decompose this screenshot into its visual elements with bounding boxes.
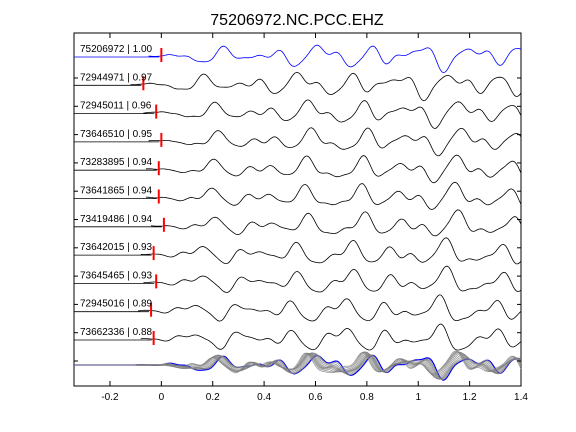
trace-label-7: 73642015 | 0.93 bbox=[80, 242, 153, 253]
trace-label-group: 75206972 | 1.00 72944971 | 0.97 72945011 |… bbox=[80, 44, 153, 338]
trace-line-2 bbox=[74, 99, 522, 129]
pick-marker-group bbox=[142, 48, 165, 345]
chart-title: 75206972.NC.PCC.EHZ bbox=[210, 12, 384, 29]
x-tick-label-4: 0.6 bbox=[309, 392, 323, 403]
plot-area bbox=[73, 32, 522, 387]
trace-label-5: 73641865 | 0.94 bbox=[80, 186, 153, 197]
trace-line-3 bbox=[74, 127, 522, 157]
trace-group bbox=[74, 44, 522, 351]
trace-line-10 bbox=[74, 323, 522, 351]
x-tick-label-1: 0 bbox=[159, 392, 165, 403]
trace-label-10: 73662336 | 0.88 bbox=[80, 327, 153, 338]
trace-label-0: 75206972 | 1.00 bbox=[80, 44, 153, 55]
x-tick-label-2: 0.2 bbox=[206, 392, 220, 403]
trace-label-6: 73419486 | 0.94 bbox=[80, 214, 153, 225]
stack-overlay-group bbox=[74, 350, 522, 381]
x-tick-label-5: 0.8 bbox=[360, 392, 374, 403]
trace-label-1: 72944971 | 0.97 bbox=[80, 72, 153, 83]
x-tick-label-0: -0.2 bbox=[101, 392, 119, 403]
trace-line-8 bbox=[74, 265, 522, 293]
x-tick-label-3: 0.4 bbox=[257, 392, 271, 403]
trace-line-1 bbox=[74, 71, 522, 102]
trace-label-4: 73283895 | 0.94 bbox=[80, 157, 153, 168]
trace-label-8: 73645465 | 0.93 bbox=[80, 270, 153, 281]
trace-label-9: 72945016 | 0.89 bbox=[80, 299, 153, 310]
trace-line-5 bbox=[74, 181, 522, 210]
trace-line-6 bbox=[74, 209, 522, 237]
x-tick-label-8: 1.4 bbox=[514, 392, 528, 403]
trace-label-3: 73646510 | 0.95 bbox=[80, 129, 153, 140]
trace-label-2: 72945011 | 0.96 bbox=[80, 101, 152, 112]
x-tick-label-7: 1.2 bbox=[463, 392, 477, 403]
trace-line-9 bbox=[74, 294, 522, 322]
x-tick-label-6: 1 bbox=[415, 392, 421, 403]
trace-line-0 bbox=[74, 44, 522, 74]
x-axis: -0.2 0 0.2 0.4 0.6 0.8 1 1.2 1.4 bbox=[74, 33, 528, 403]
trace-line-7 bbox=[74, 237, 522, 265]
stack-trace-10 bbox=[74, 350, 522, 375]
trace-line-4 bbox=[74, 154, 522, 184]
